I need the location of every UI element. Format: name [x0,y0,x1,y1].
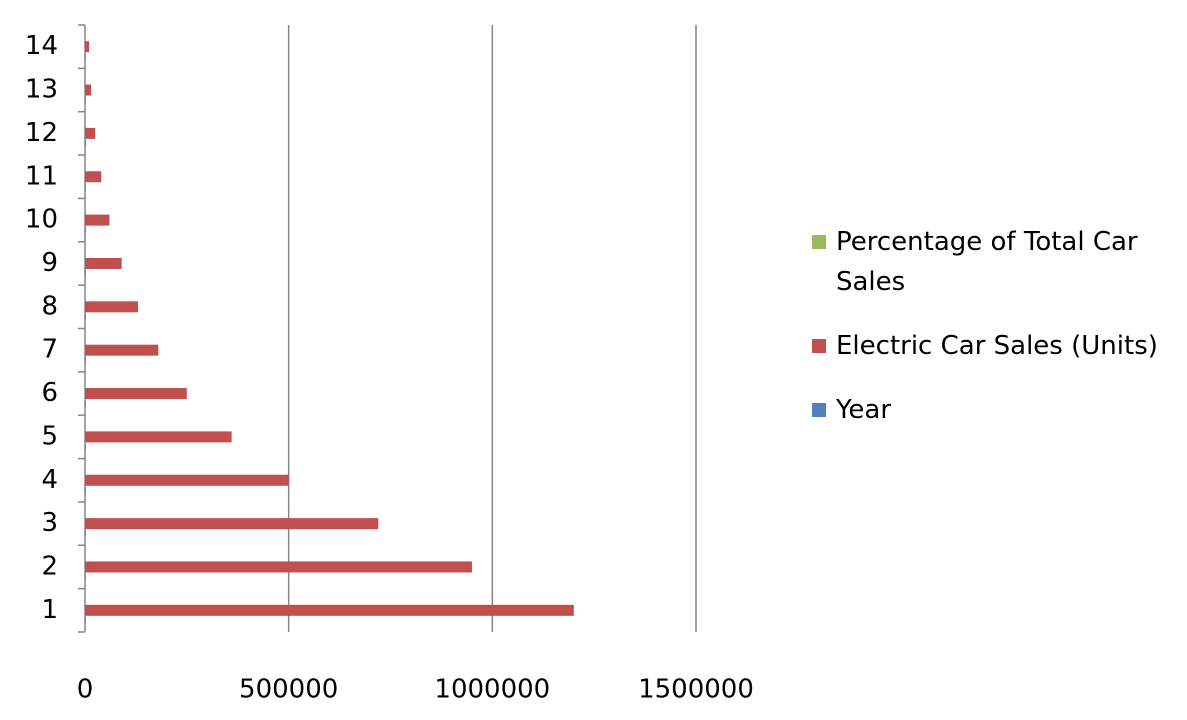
bar [85,561,472,573]
legend-item: Percentage of Total Car Sales [810,222,1180,302]
legend-label: Electric Car Sales (Units) [836,331,1158,361]
bar [85,604,574,616]
bar [85,140,86,147]
bar [85,127,96,139]
bar [85,487,86,494]
x-tick-label: 0 [77,675,94,705]
bar [85,400,86,407]
y-tick-label: 5 [41,421,58,451]
bar [85,84,92,96]
legend-swatch [812,235,826,249]
y-tick-label: 10 [25,205,58,235]
bar [85,443,86,450]
bar [85,573,86,580]
y-tick-label: 12 [25,118,58,148]
y-tick-label: 4 [41,465,58,495]
bar [85,357,86,364]
y-tick-label: 8 [41,291,58,321]
bar [85,388,187,400]
y-tick-label: 9 [41,248,58,278]
x-tick-label: 500000 [239,675,338,705]
legend-item: Electric Car Sales (Units) [810,326,1180,366]
bar [85,270,86,277]
bar [85,530,86,537]
bar [85,518,379,530]
bar [85,41,90,53]
bar [85,257,122,269]
bar [85,227,86,234]
bar [85,171,102,183]
y-tick-label: 14 [25,31,58,61]
bar [85,183,86,190]
bar [85,474,289,486]
bar [85,344,159,356]
bar [85,214,110,226]
legend: Percentage of Total Car Sales Electric Ca… [810,222,1180,454]
legend-label: Percentage of Total Car Sales [836,227,1138,297]
legend-item: Year [810,390,1180,430]
y-tick-label: 6 [41,378,58,408]
bar [85,313,86,320]
x-tick-label: 1000000 [434,675,550,705]
bar [85,431,232,443]
bar [85,53,86,60]
y-tick-label: 13 [25,75,58,105]
x-tick-label: 1500000 [638,675,754,705]
y-tick-label: 3 [41,508,58,538]
legend-label: Year [836,395,892,425]
legend-swatch [812,339,826,353]
bar [85,617,86,624]
bar [85,301,138,313]
y-tick-label: 2 [41,551,58,581]
legend-swatch [812,403,826,417]
y-tick-label: 1 [41,595,58,625]
bar [85,97,86,104]
y-tick-label: 11 [25,161,58,191]
y-tick-label: 7 [41,335,58,365]
